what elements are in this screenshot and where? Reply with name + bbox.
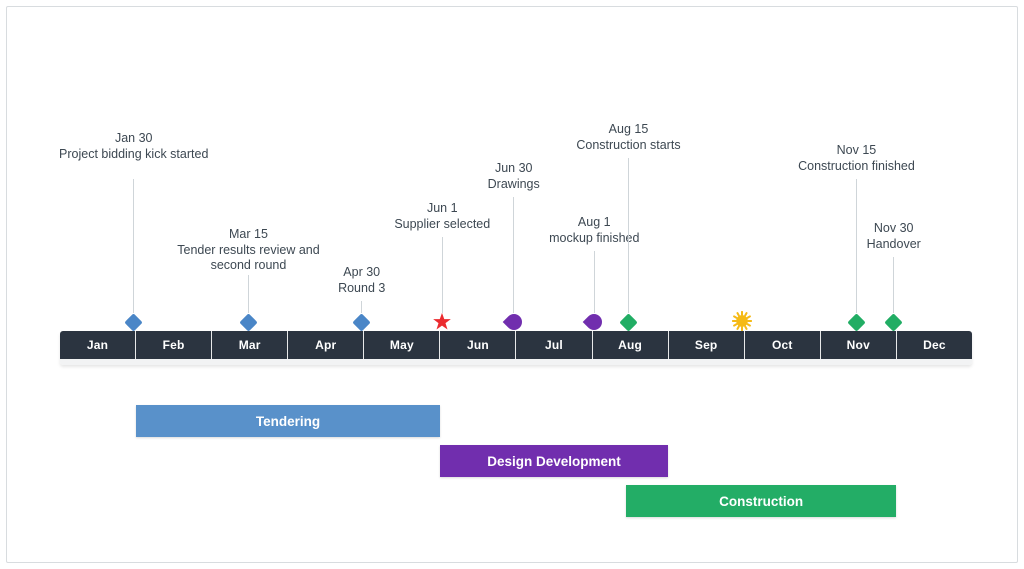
diamond-icon (847, 313, 865, 331)
month-cell: Apr (288, 331, 364, 359)
month-cell: Dec (897, 331, 972, 359)
month-row: JanFebMarAprMayJunJulAugSepOctNovDec (60, 331, 972, 359)
milestone-date: Jun 30 (439, 161, 589, 177)
milestone-label: Aug 15Construction starts (553, 122, 703, 153)
milestone-label: Nov 15Construction finished (781, 143, 931, 174)
month-cell: Feb (136, 331, 212, 359)
timeline: JanFebMarAprMayJunJulAugSepOctNovDec Jan… (7, 7, 1017, 562)
milestone-label: Apr 30Round 3 (287, 265, 437, 296)
milestone-leader (361, 301, 362, 313)
milestone-leader (628, 158, 629, 313)
month-cell: Oct (745, 331, 821, 359)
milestone-leader (248, 275, 249, 313)
month-cell: Nov (821, 331, 897, 359)
month-cell: Jul (516, 331, 592, 359)
phase-label: Construction (719, 494, 803, 509)
milestone-leader (133, 179, 134, 313)
milestone-date: Nov 15 (781, 143, 931, 159)
diamond-icon (885, 313, 903, 331)
star-icon (432, 312, 452, 332)
milestone-desc: Drawings (439, 177, 589, 193)
diamond-icon (125, 313, 143, 331)
milestone-date: Aug 1 (519, 215, 669, 231)
diagram-frame: JanFebMarAprMayJunJulAugSepOctNovDec Jan… (6, 6, 1018, 563)
diamond-icon (353, 313, 371, 331)
sun-icon (732, 311, 752, 331)
month-cell: Jan (60, 331, 136, 359)
milestone-label: Jan 30Project bidding kick started (59, 131, 209, 162)
phase-label: Design Development (487, 454, 621, 469)
milestone-date: Jun 1 (367, 201, 517, 217)
milestone-label: Nov 30Handover (819, 221, 969, 252)
milestone-desc: Handover (819, 237, 969, 253)
month-cell: May (364, 331, 440, 359)
milestone-label: Aug 1mockup finished (519, 215, 669, 246)
month-cell: Sep (669, 331, 745, 359)
milestone-leader (594, 251, 595, 313)
phase-bar-tendering: Tendering (136, 405, 440, 437)
month-cell: Aug (593, 331, 669, 359)
milestone-date: Aug 15 (553, 122, 703, 138)
diamond-icon (239, 313, 257, 331)
milestone-leader (513, 197, 514, 313)
milestone-leader (893, 257, 894, 313)
milestone-desc: Construction starts (553, 138, 703, 154)
milestone-desc: Supplier selected (367, 217, 517, 233)
milestone-desc: mockup finished (519, 231, 669, 247)
month-cell: Jun (440, 331, 516, 359)
month-cell: Mar (212, 331, 288, 359)
milestone-desc: Round 3 (287, 281, 437, 297)
petal-icon (502, 311, 525, 334)
milestone-date: Apr 30 (287, 265, 437, 281)
milestone-label: Jun 1Supplier selected (367, 201, 517, 232)
milestone-date: Nov 30 (819, 221, 969, 237)
diamond-icon (619, 313, 637, 331)
milestone-date: Mar 15 (173, 227, 323, 243)
axis-footer (60, 359, 972, 365)
phase-label: Tendering (256, 414, 320, 429)
milestone-leader (442, 237, 443, 313)
milestone-desc: Project bidding kick started (59, 147, 209, 163)
month-axis: JanFebMarAprMayJunJulAugSepOctNovDec (60, 331, 972, 365)
milestone-desc: Construction finished (781, 159, 931, 175)
milestone-date: Jan 30 (59, 131, 209, 147)
petal-icon (583, 311, 606, 334)
milestone-label: Jun 30Drawings (439, 161, 589, 192)
phase-bar-construction: Construction (626, 485, 896, 517)
phase-bar-design-dev: Design Development (440, 445, 668, 477)
